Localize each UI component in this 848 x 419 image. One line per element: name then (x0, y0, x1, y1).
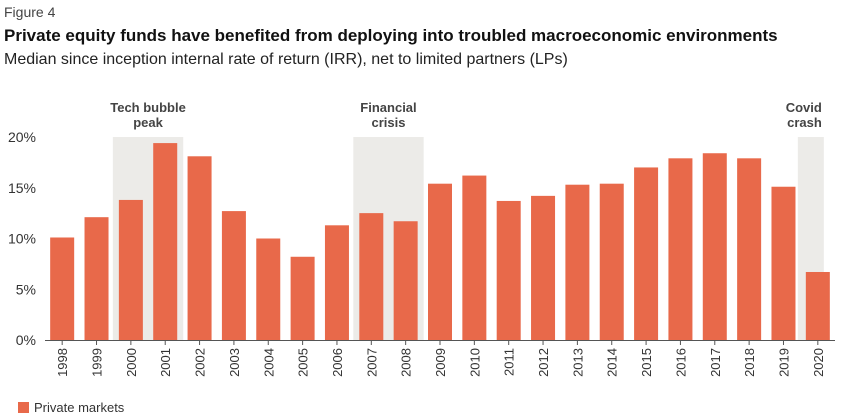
bar-2001 (153, 143, 178, 340)
x-tick-label: 2020 (811, 348, 826, 377)
bar-2010 (462, 175, 487, 340)
x-tick-label: 2005 (296, 348, 311, 377)
bar-2018 (737, 158, 762, 340)
bar-2014 (599, 183, 624, 340)
x-tick-label: 2000 (124, 348, 139, 377)
bars (50, 143, 830, 340)
annotation-label: Financial (360, 100, 416, 115)
x-tick-label: 2018 (742, 348, 757, 377)
legend: Private markets (18, 400, 124, 415)
bar-2009 (428, 183, 452, 340)
bar-2005 (290, 256, 315, 340)
y-tick-label: 10% (8, 231, 36, 247)
x-tick-label: 2019 (776, 348, 791, 377)
x-tick-label: 2013 (570, 348, 585, 377)
annotation-label: Tech bubble (110, 100, 186, 115)
bar-2008 (393, 221, 418, 340)
x-tick-label: 2008 (399, 348, 414, 377)
x-tick-label: 2003 (227, 348, 242, 377)
x-tick-label: 2006 (330, 348, 345, 377)
bar-2003 (221, 211, 246, 340)
x-axis: 1998 1999 2000 2001 2002 2003 2004 2005 2006 2007… (45, 340, 835, 377)
y-axis: 0% 5% 10% 15% 20% (8, 129, 36, 348)
x-tick-label: 1999 (90, 348, 105, 377)
bar-2013 (565, 184, 590, 340)
annotation-label: crash (787, 115, 822, 130)
bar-2020 (805, 271, 830, 340)
bar-2002 (187, 156, 212, 340)
x-tick-label: 2012 (536, 348, 551, 377)
x-tick-label: 2002 (193, 348, 208, 377)
annotation-label: Covid (786, 100, 822, 115)
y-tick-label: 0% (16, 332, 36, 348)
bar-2011 (496, 200, 521, 340)
bar-2019 (771, 186, 796, 340)
x-tick-label: 2007 (364, 348, 379, 377)
figure-label: Figure 4 (4, 4, 56, 20)
y-tick-label: 5% (16, 281, 36, 297)
y-tick-label: 15% (8, 180, 36, 196)
x-tick-label: 2014 (605, 348, 620, 377)
bar-2004 (256, 238, 281, 340)
bar-2016 (668, 158, 693, 340)
x-tick-label: 2016 (673, 348, 688, 377)
bar-2012 (531, 195, 556, 340)
x-tick-label: 1998 (55, 348, 70, 377)
annotation-label: crisis (371, 115, 405, 130)
bar-2017 (702, 153, 727, 340)
bar-1998 (50, 237, 75, 340)
x-tick-label: 2001 (158, 348, 173, 377)
y-tick-label: 20% (8, 129, 36, 145)
x-tick-label: 2009 (433, 348, 448, 377)
x-tick-label: 2017 (708, 348, 723, 377)
bar-1999 (84, 217, 109, 340)
bar-2015 (634, 167, 659, 340)
legend-label: Private markets (34, 400, 125, 415)
bar-2000 (118, 199, 143, 340)
annotation-label: peak (133, 115, 163, 130)
chart-subtitle: Median since inception internal rate of … (4, 51, 568, 68)
legend-swatch (18, 402, 29, 413)
bar-2007 (359, 213, 384, 340)
x-tick-label: 2011 (502, 348, 517, 376)
x-tick-label: 2010 (467, 348, 482, 377)
bar-2006 (324, 225, 349, 340)
x-tick-label: 2004 (261, 348, 276, 377)
chart-title: Private equity funds have benefited from… (4, 26, 778, 45)
x-tick-label: 2015 (639, 348, 654, 377)
